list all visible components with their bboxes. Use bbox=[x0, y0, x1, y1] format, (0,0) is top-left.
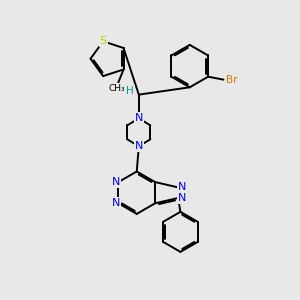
Text: S: S bbox=[100, 36, 107, 46]
Text: Br: Br bbox=[226, 75, 237, 85]
Text: N: N bbox=[177, 193, 186, 203]
Text: N: N bbox=[177, 182, 186, 192]
Text: N: N bbox=[112, 177, 120, 187]
Text: N: N bbox=[112, 198, 120, 208]
Text: N: N bbox=[135, 141, 143, 151]
Text: CH₃: CH₃ bbox=[109, 83, 125, 92]
Text: H: H bbox=[126, 86, 134, 96]
Text: N: N bbox=[135, 113, 143, 123]
